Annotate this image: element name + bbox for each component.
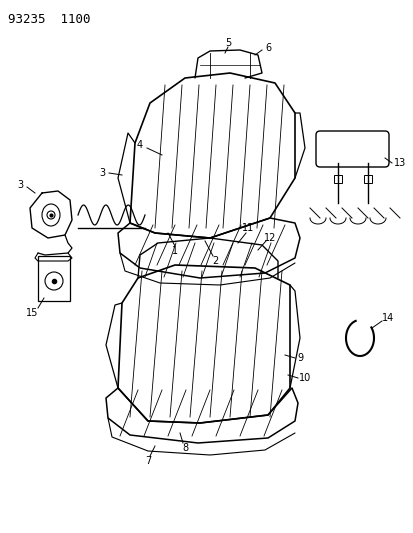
Text: 10: 10: [298, 373, 311, 383]
Text: 1: 1: [171, 246, 178, 256]
Bar: [38, 256, 70, 301]
Text: 11: 11: [241, 223, 254, 233]
Text: 15: 15: [26, 308, 38, 318]
Text: 6: 6: [264, 43, 271, 53]
Text: 3: 3: [17, 180, 23, 190]
Text: 8: 8: [181, 443, 188, 453]
Bar: [363, 175, 371, 183]
Text: 14: 14: [381, 313, 393, 323]
Text: 9: 9: [296, 353, 302, 363]
Text: 2: 2: [211, 256, 218, 266]
Bar: [333, 175, 341, 183]
Text: 4: 4: [137, 140, 143, 150]
Text: 12: 12: [263, 233, 275, 243]
Text: 93235  1100: 93235 1100: [8, 13, 90, 26]
Text: 3: 3: [99, 168, 105, 178]
Text: 5: 5: [224, 38, 230, 48]
Text: 13: 13: [393, 158, 405, 168]
Text: 7: 7: [145, 456, 151, 466]
